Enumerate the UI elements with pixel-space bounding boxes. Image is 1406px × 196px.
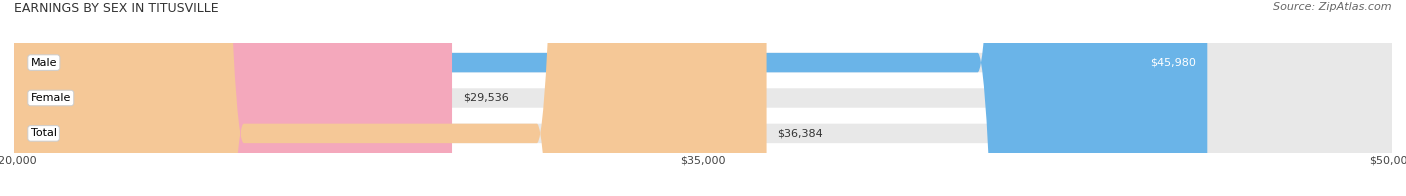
FancyBboxPatch shape — [14, 0, 1392, 196]
FancyBboxPatch shape — [14, 0, 766, 196]
Text: EARNINGS BY SEX IN TITUSVILLE: EARNINGS BY SEX IN TITUSVILLE — [14, 2, 219, 15]
Text: $45,980: $45,980 — [1150, 58, 1197, 68]
Text: Female: Female — [31, 93, 70, 103]
Text: Source: ZipAtlas.com: Source: ZipAtlas.com — [1274, 2, 1392, 12]
Text: Total: Total — [31, 128, 56, 138]
Text: $29,536: $29,536 — [463, 93, 509, 103]
Text: Male: Male — [31, 58, 58, 68]
FancyBboxPatch shape — [14, 0, 1208, 196]
FancyBboxPatch shape — [14, 0, 1392, 196]
FancyBboxPatch shape — [14, 0, 1392, 196]
Text: $36,384: $36,384 — [778, 128, 824, 138]
FancyBboxPatch shape — [14, 0, 453, 196]
